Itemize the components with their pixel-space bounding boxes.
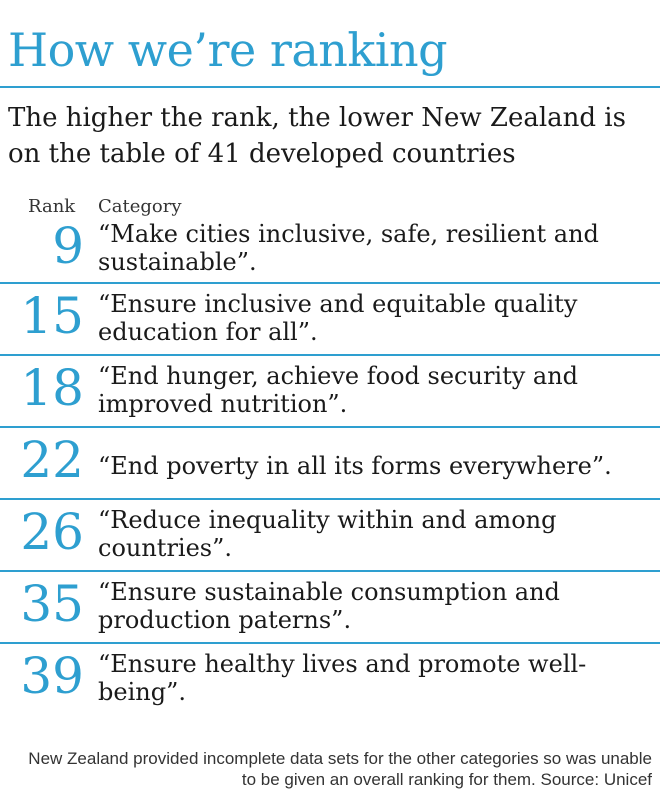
rank-value: 9 [52,217,84,275]
rank-value: 15 [20,287,84,345]
rank-value: 18 [20,359,84,417]
category-text: “End hunger, achieve food security and i… [98,362,579,418]
page-title: How we’re ranking [8,23,448,77]
category-text: “End poverty in all its forms everywhere… [98,452,612,480]
category-text: “Make cities inclusive, safe, resilient … [98,220,599,276]
category-column-header: Category [98,196,182,217]
table-row: 22 “End poverty in all its forms everywhe… [0,428,660,500]
rank-value: 22 [20,431,84,489]
table-row: 9 “Make cities inclusive, safe, resilient… [0,218,660,284]
ranking-table: 9 “Make cities inclusive, safe, resilient… [0,218,660,716]
page-subtitle: The higher the rank, the lower New Zeala… [8,103,626,169]
table-row: 39 “Ensure healthy lives and promote well… [0,644,660,716]
table-row: 15 “Ensure inclusive and equitable qualit… [0,284,660,356]
rank-value: 39 [20,647,84,705]
rank-value: 26 [20,503,84,561]
table-row: 18 “End hunger, achieve food security and… [0,356,660,428]
category-text: “Ensure sustainable consumption and prod… [98,578,560,634]
category-text: “Reduce inequality within and among coun… [98,506,557,562]
title-divider [0,86,660,88]
table-row: 26 “Reduce inequality within and among co… [0,500,660,572]
table-row: 35 “Ensure sustainable consumption and pr… [0,572,660,644]
footnote: New Zealand provided incomplete data set… [28,749,652,789]
rank-column-header: Rank [28,196,76,217]
rank-value: 35 [20,575,84,633]
category-text: “Ensure healthy lives and promote well-b… [98,650,587,706]
category-text: “Ensure inclusive and equitable quality … [98,290,578,346]
